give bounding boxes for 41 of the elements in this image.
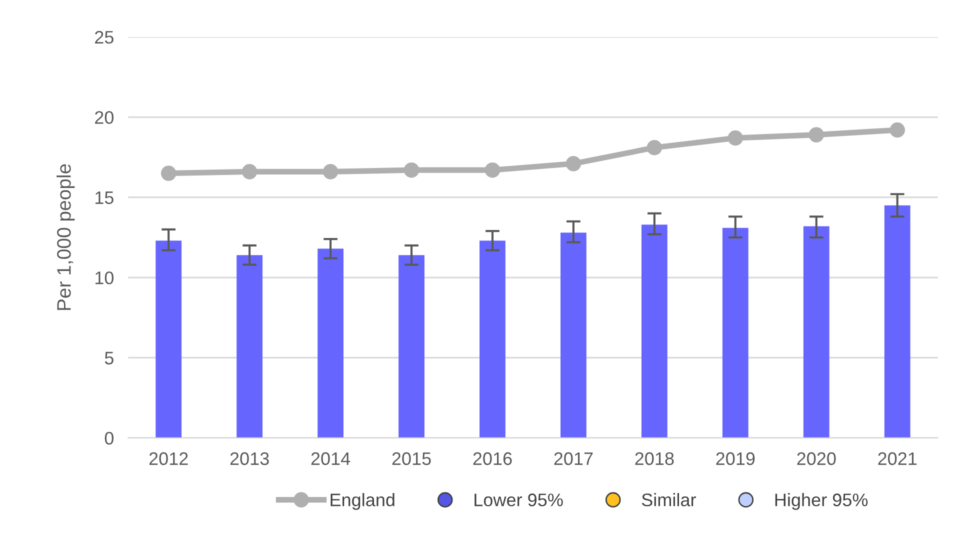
y-tick-label: 15	[96, 191, 114, 204]
legend-label: Similar	[642, 493, 696, 506]
y-tick-label: 10	[96, 271, 114, 284]
x-tick-label: 2017	[554, 452, 593, 466]
y-tick-label: 0	[104, 432, 114, 445]
y-tick-label: 5	[104, 352, 114, 364]
bar	[884, 205, 910, 438]
x-tick-label: 2020	[797, 452, 836, 466]
point	[322, 164, 338, 180]
bar	[560, 232, 586, 438]
bar	[156, 240, 182, 438]
point	[160, 166, 176, 181]
x-tick-label: 2021	[878, 452, 917, 466]
point	[890, 122, 905, 138]
x-tick-label: 2018	[635, 452, 674, 466]
point	[404, 162, 420, 178]
point	[808, 127, 824, 142]
point	[242, 164, 258, 180]
bar	[318, 248, 344, 438]
bar	[480, 240, 506, 438]
bar	[398, 255, 424, 438]
legend-label: Lower 95%	[474, 494, 563, 506]
x-tick-label: 2014	[311, 452, 350, 466]
y-axis-title: Per 1,000 people	[56, 164, 75, 310]
point	[646, 140, 662, 156]
x-tick-label: 2013	[230, 452, 269, 466]
x-tick-label: 2015	[392, 452, 431, 466]
bar	[236, 255, 263, 438]
point	[728, 130, 744, 146]
point	[484, 162, 500, 178]
x-tick-label: 2019	[716, 452, 755, 466]
legend-label: Higher 95%	[775, 493, 868, 510]
bar	[803, 226, 830, 438]
x-tick-label: 2012	[149, 452, 188, 466]
y-tick-label: 25	[95, 30, 114, 44]
legend-label: England	[330, 493, 394, 510]
x-tick-label: 2016	[473, 452, 512, 466]
bar	[722, 228, 748, 438]
bar	[641, 224, 668, 438]
y-tick-label: 20	[95, 111, 114, 124]
point	[566, 156, 582, 172]
